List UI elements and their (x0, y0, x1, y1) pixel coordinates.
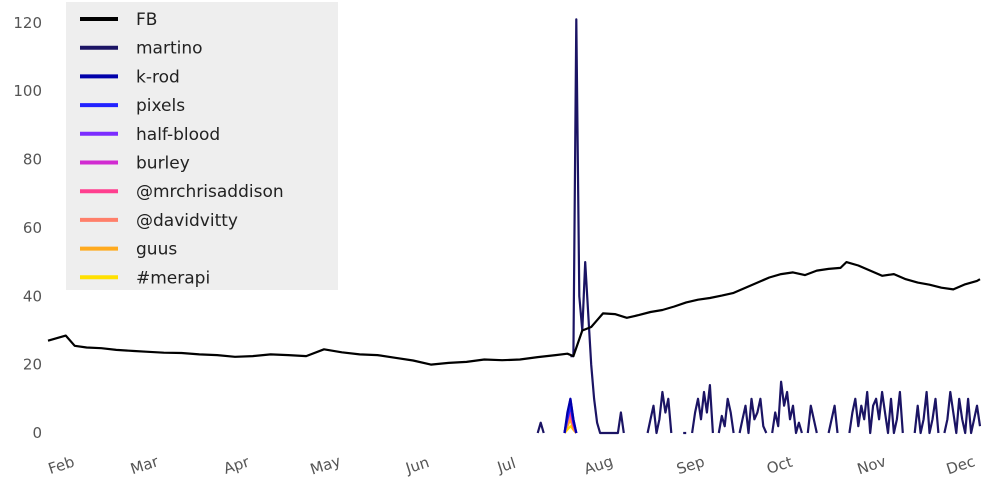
series-line-fb (47, 261, 981, 366)
series-segment-martino-8 (827, 404, 839, 434)
legend-label: FB (136, 10, 157, 30)
series-segment-martino-4 (717, 397, 735, 434)
series-segment-martino-6 (771, 380, 803, 435)
legend-label: martino (136, 39, 203, 59)
series-segment-martino-10 (913, 390, 940, 435)
y-tick-label: 80 (23, 151, 42, 169)
series-segment-martino-1 (646, 390, 673, 435)
legend-label: guus (136, 240, 177, 260)
series-segment-martino-5 (738, 397, 768, 435)
y-tick-label: 60 (23, 219, 42, 237)
legend: FB martino k-rod pixels half-blood burley @mrc… (66, 2, 338, 290)
series-segment-martino-9 (848, 390, 904, 435)
series-segment-martino-0 (536, 421, 545, 434)
legend-label: k-rod (136, 67, 180, 87)
legend-label: burley (136, 154, 190, 174)
x-tick-label: Jul (494, 454, 518, 477)
y-tick-label: 40 (23, 287, 42, 305)
series-segment-martino-11 (943, 390, 981, 435)
y-tick-label: 0 (32, 424, 42, 442)
y-tick-label: 20 (23, 356, 42, 374)
legend-box (66, 2, 338, 290)
series-line-k-rod (563, 397, 578, 434)
y-axis-ticks: 0 20 40 60 80 100 120 (13, 14, 42, 442)
y-tick-label: 120 (13, 14, 42, 32)
legend-label: @davidvitty (136, 211, 238, 231)
y-tick-label: 100 (13, 82, 42, 100)
series-segment-martino-7 (806, 404, 818, 434)
series-layer (47, 18, 981, 435)
series-segment-martino-3 (691, 384, 714, 434)
series-line-martino (570, 18, 625, 435)
legend-label: @mrchrisaddison (136, 182, 284, 202)
legend-label: #merapi (136, 268, 210, 288)
legend-label: half-blood (136, 125, 220, 145)
legend-label: pixels (136, 96, 185, 116)
